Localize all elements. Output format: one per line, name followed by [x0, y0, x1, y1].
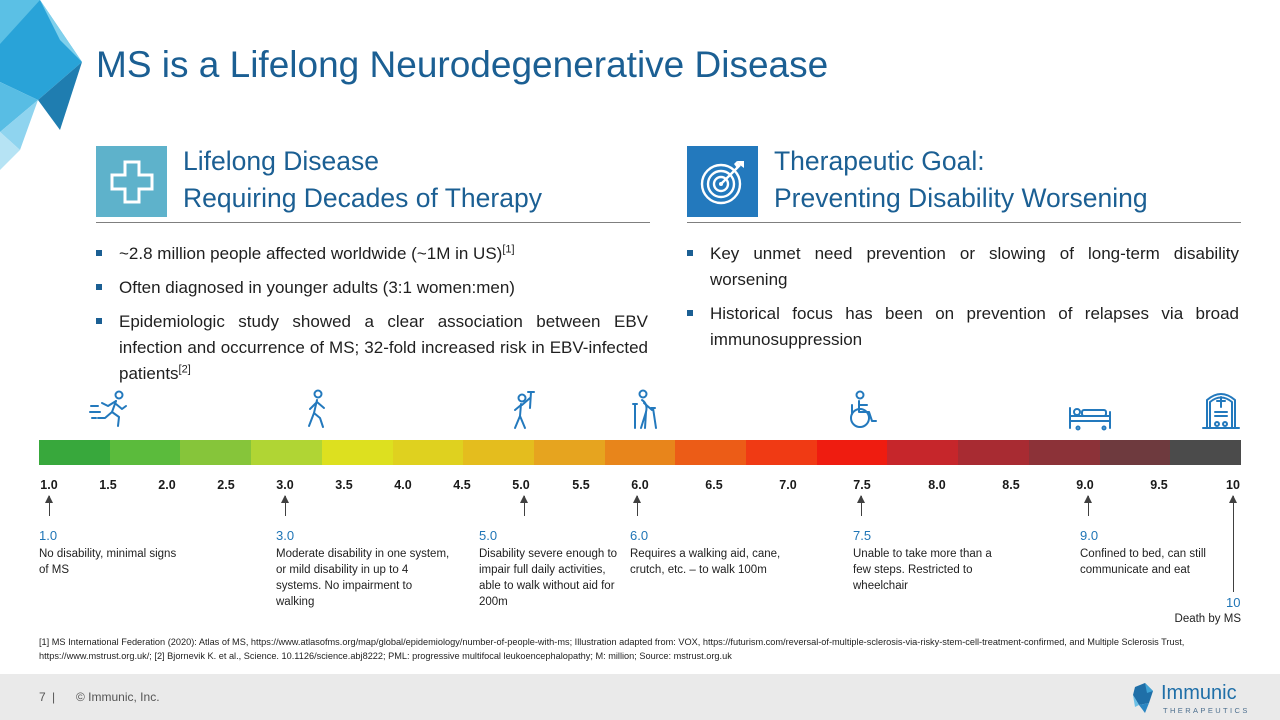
scale-tick: 7.0 — [779, 478, 797, 492]
gravestone-icon — [1202, 393, 1240, 429]
pointer-arrow — [1084, 495, 1092, 516]
scale-tick: 7.5 — [853, 478, 871, 492]
stage-description: 9.0 Confined to bed, can still communica… — [1080, 528, 1206, 576]
copyright: © Immunic, Inc. — [76, 690, 160, 704]
list-item: Epidemiologic study showed a clear assoc… — [96, 309, 648, 387]
pointer-arrow-death — [1229, 495, 1237, 592]
scale-segment — [1170, 440, 1241, 465]
person-with-crutch-icon — [514, 391, 535, 429]
stage-description: 6.0 Requires a walking aid, cane, crutch… — [630, 528, 781, 576]
right-bullet-list: Key unmet need prevention or slowing of … — [687, 241, 1239, 361]
scale-tick: 6.0 — [631, 478, 649, 492]
scale-segment — [39, 440, 110, 465]
left-bullet-list: ~2.8 million people affected worldwide (… — [96, 241, 648, 395]
scale-segment — [251, 440, 322, 465]
scale-segment — [463, 440, 534, 465]
scale-segment — [1028, 440, 1100, 465]
footnote: [1] MS International Federation (2020): … — [39, 637, 1185, 661]
logo-name: Immunic — [1161, 682, 1237, 704]
pointer-arrow — [857, 495, 865, 516]
stage-description: 5.0 Disability severe enough to impair f… — [479, 528, 618, 608]
scale-tick: 8.0 — [928, 478, 946, 492]
scale-tick: 1.0 — [40, 478, 58, 492]
scale-tick: 10 — [1226, 478, 1240, 492]
scale-segment — [321, 440, 393, 465]
scale-tick: 3.0 — [276, 478, 294, 492]
left-section-heading: Lifelong Disease Requiring Decades of Th… — [183, 143, 542, 217]
scale-segment — [109, 440, 181, 465]
scale-segment — [887, 440, 959, 465]
wheelchair-icon — [850, 390, 877, 428]
death-label: Death by MS — [1174, 613, 1241, 625]
person-with-cane-icon — [632, 389, 657, 429]
pointer-arrow — [520, 495, 528, 516]
scale-tick: 5.0 — [512, 478, 530, 492]
list-item: ~2.8 million people affected worldwide (… — [96, 241, 648, 267]
decorative-triangles — [0, 0, 82, 170]
scale-tick: 4.5 — [453, 478, 471, 492]
bed-icon — [1069, 407, 1111, 431]
scale-segment — [533, 440, 605, 465]
stage-description: 1.0 No disability, minimal signs of MS — [39, 528, 177, 576]
list-item: Historical focus has been on prevention … — [687, 301, 1239, 353]
slide-title: MS is a Lifelong Neurodegenerative Disea… — [96, 44, 829, 85]
reference-marker: [2] — [178, 363, 191, 376]
scale-tick: 6.5 — [705, 478, 723, 492]
scale-tick: 3.5 — [335, 478, 353, 492]
scale-segment — [180, 440, 252, 465]
walking-person-icon — [308, 389, 325, 428]
pointer-arrow — [281, 495, 289, 516]
running-person-icon — [89, 390, 127, 427]
scale-tick: 9.5 — [1150, 478, 1168, 492]
scale-segment — [392, 440, 464, 465]
list-item: Key unmet need prevention or slowing of … — [687, 241, 1239, 293]
pointer-arrow — [45, 495, 53, 516]
scale-segment — [746, 440, 817, 465]
scale-tick: 1.5 — [99, 478, 117, 492]
disability-scale-bar — [39, 440, 1241, 465]
scale-segment — [1099, 440, 1171, 465]
scale-tick: 2.5 — [217, 478, 235, 492]
right-section-divider — [687, 222, 1241, 223]
right-heading-line2: Preventing Disability Worsening — [774, 183, 1148, 213]
scale-segment — [958, 440, 1029, 465]
scale-tick: 8.5 — [1002, 478, 1020, 492]
footer-separator: | — [52, 690, 56, 704]
scale-segment — [675, 440, 747, 465]
logo-subtitle: THERAPEUTICS — [1163, 706, 1250, 715]
medical-cross-icon — [96, 146, 167, 217]
right-heading-line1: Therapeutic Goal: — [774, 146, 985, 176]
right-section-heading: Therapeutic Goal: Preventing Disability … — [774, 143, 1148, 217]
footer: 7 | © Immunic, Inc. Immunic THERAPEUTICS — [0, 674, 1280, 720]
page-number: 7 — [39, 690, 46, 704]
scale-tick: 5.5 — [572, 478, 590, 492]
scale-tick: 9.0 — [1076, 478, 1094, 492]
scale-tick: 2.0 — [158, 478, 176, 492]
scale-segment — [604, 440, 676, 465]
stage-description: 3.0 Moderate disability in one system, o… — [276, 528, 450, 608]
target-icon — [687, 146, 758, 217]
list-item: Often diagnosed in younger adults (3:1 w… — [96, 275, 648, 301]
company-logo: Immunic THERAPEUTICS — [1131, 681, 1247, 715]
left-section-divider — [96, 222, 650, 223]
pointer-arrow — [633, 495, 641, 516]
scale-segment — [816, 440, 888, 465]
death-score: 10 — [1226, 595, 1241, 610]
reference-marker: [1] — [502, 243, 515, 256]
left-heading-line2: Requiring Decades of Therapy — [183, 183, 542, 213]
stage-description: 7.5 Unable to take more than a few steps… — [853, 528, 992, 592]
logo-mark-icon — [1133, 683, 1153, 713]
scale-tick: 4.0 — [394, 478, 412, 492]
left-heading-line1: Lifelong Disease — [183, 146, 379, 176]
